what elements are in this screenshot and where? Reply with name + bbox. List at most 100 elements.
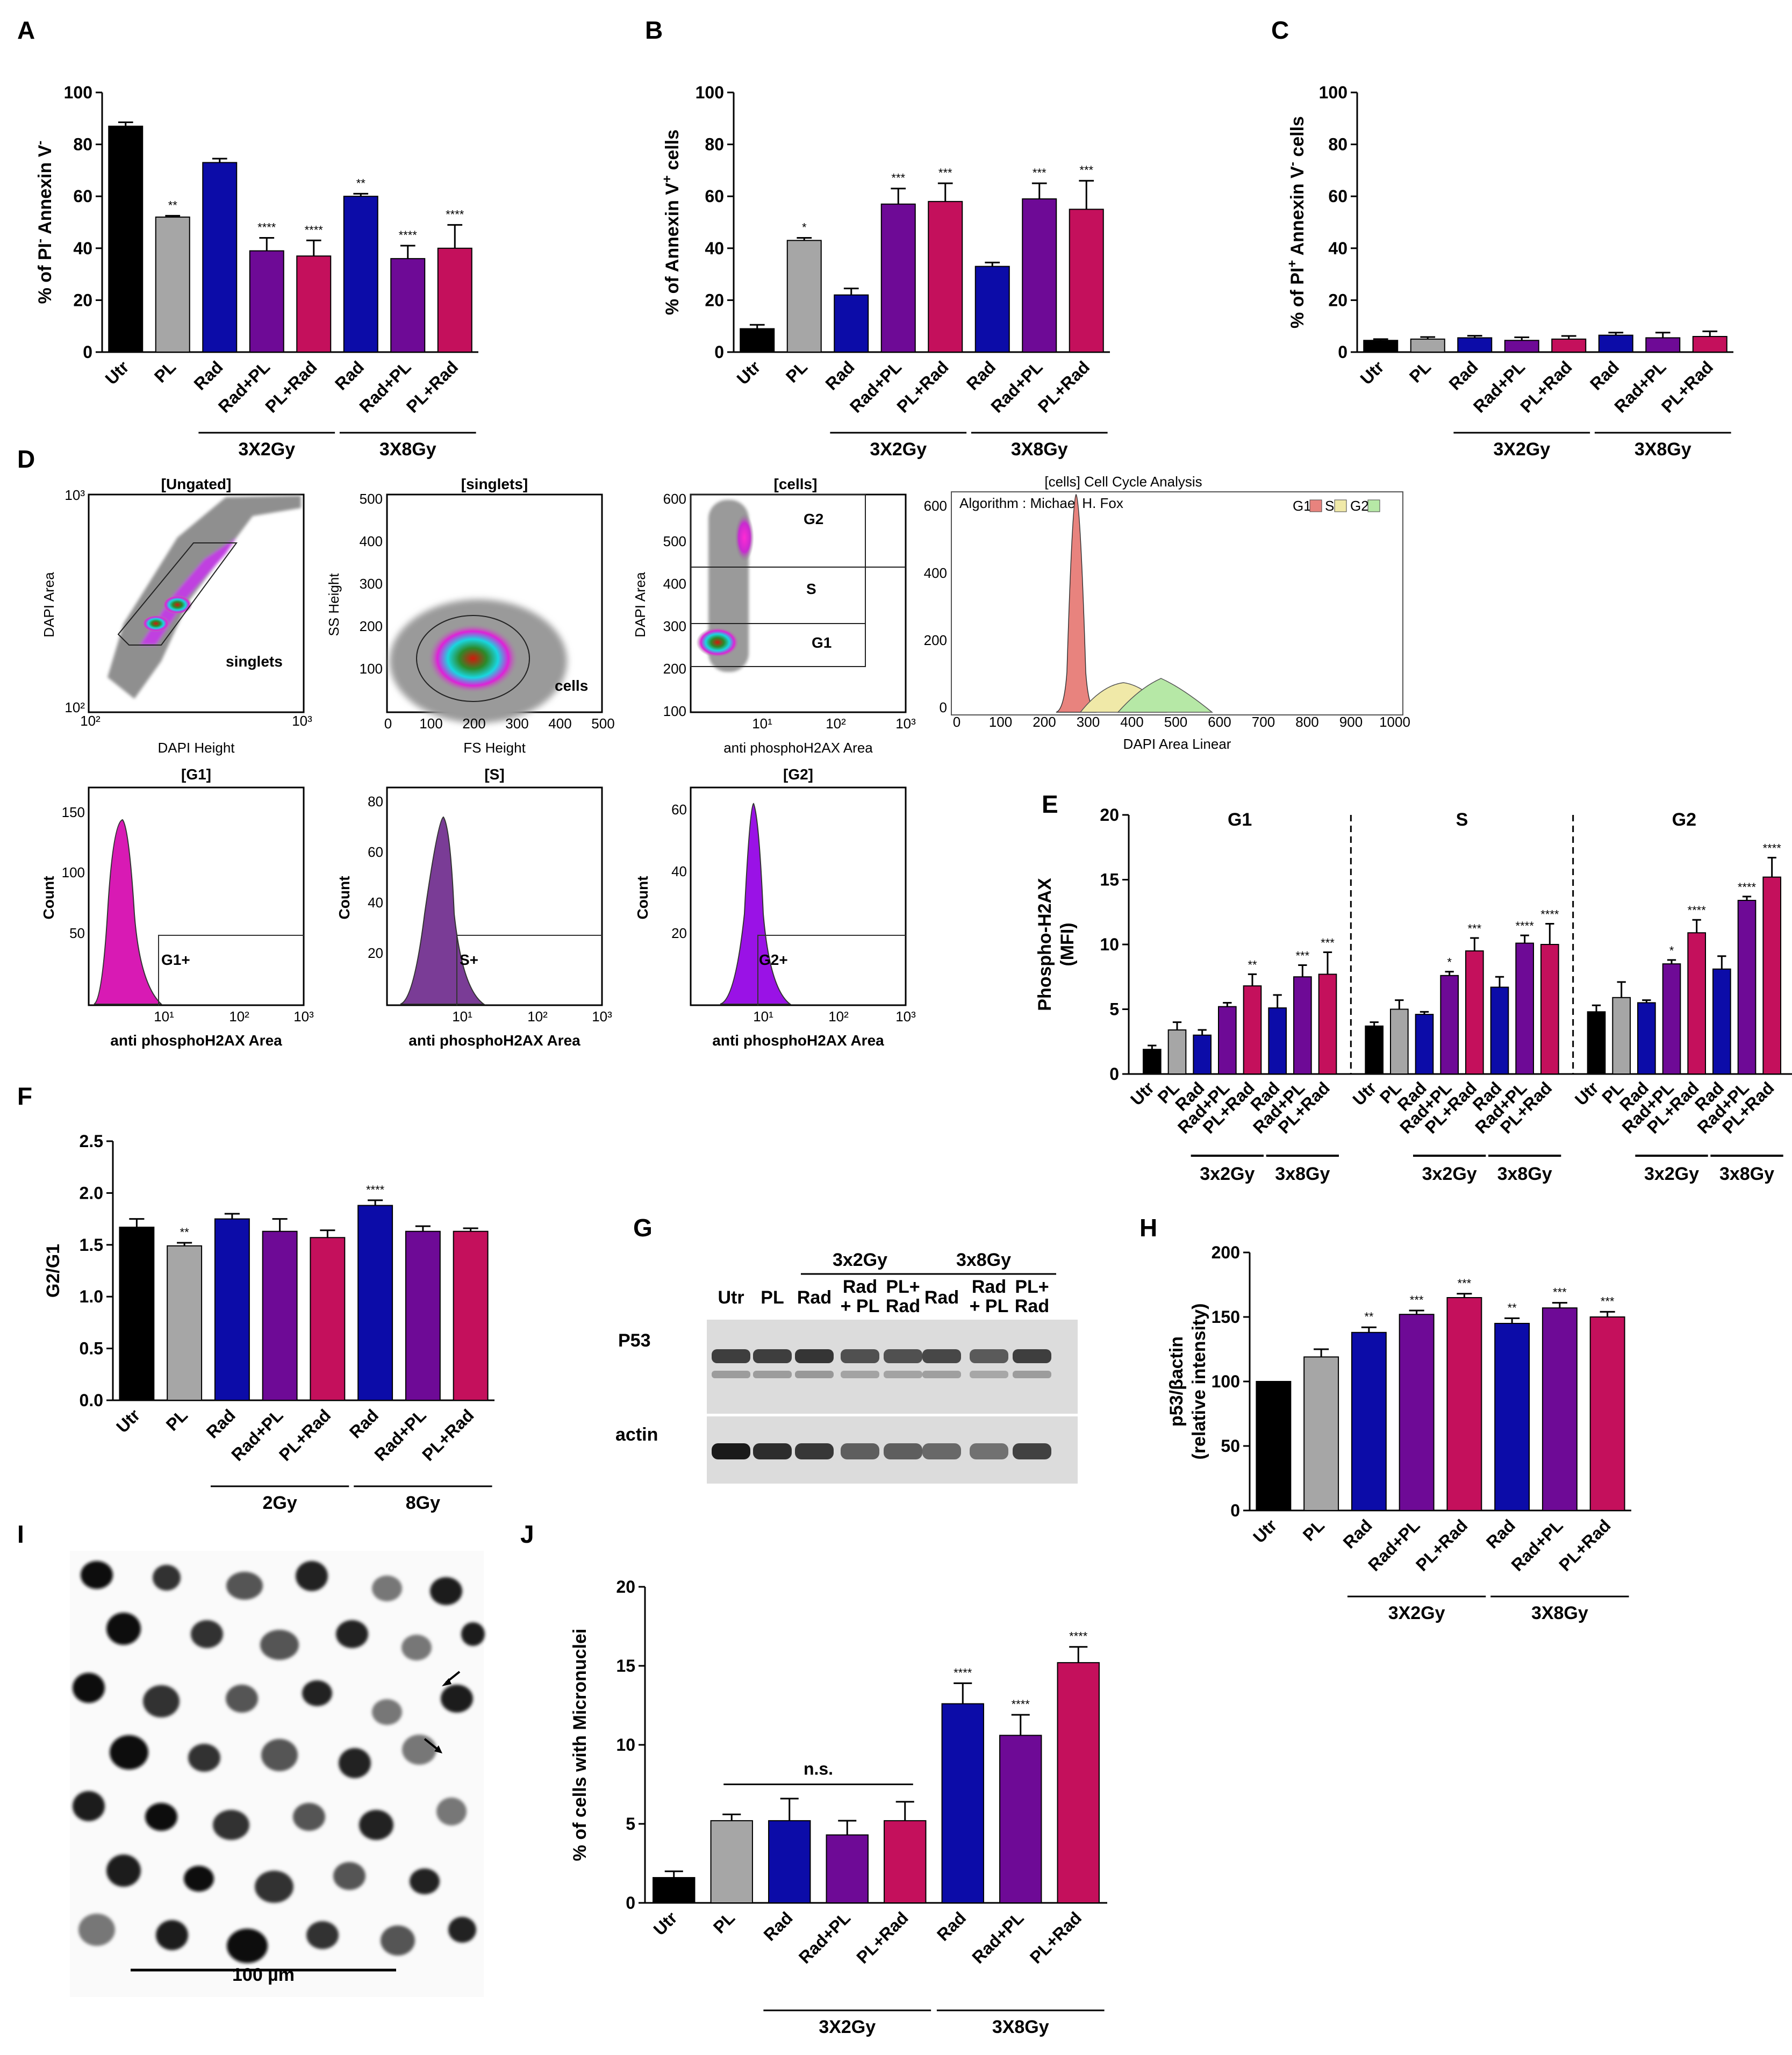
y-tick-label: 5: [1109, 1000, 1119, 1019]
nucleus: [448, 1917, 476, 1943]
category-label: PL: [709, 1908, 739, 1937]
plot-frame: [690, 786, 907, 1006]
plot-frame: [88, 493, 305, 713]
category-label: PL+Rad: [1026, 1908, 1085, 1967]
bar: [1351, 1331, 1387, 1512]
blot-band: [1013, 1349, 1051, 1363]
y-tick: 600: [663, 491, 686, 507]
bar: [1218, 1006, 1237, 1075]
category-label: Rad: [1586, 357, 1623, 393]
bar: [1598, 334, 1633, 353]
y-axis-label: % of cells with Micronuclei: [570, 1629, 590, 1861]
x-tick: 500: [591, 715, 614, 732]
category-label: Utr: [1249, 1515, 1280, 1546]
blot-band: [795, 1349, 834, 1363]
y-tick: 100: [663, 703, 686, 719]
bar: [710, 1820, 753, 1904]
histogram-fill: [94, 819, 163, 1005]
blot-lane-label: PL: [761, 1287, 784, 1308]
histogram-fill: [720, 803, 792, 1005]
y-tick: 300: [663, 618, 686, 634]
y-tick-label: 10: [616, 1735, 635, 1755]
significance-label: ****: [1069, 1630, 1088, 1643]
positive-gate: [158, 935, 304, 1005]
nucleus: [226, 1685, 258, 1713]
algorithm-label: Algorithm : Michael H. Fox: [959, 495, 1123, 511]
histogram-s: [S] S+ Count anti phosphoH2AX Area 80 60…: [336, 766, 612, 1049]
cell-cycle-plot: [cells] Cell Cycle Analysis Algorithm : …: [924, 474, 1410, 752]
y-axis-label: % of PI+ Annexin V- cells: [1285, 116, 1308, 328]
y-tick: 500: [360, 491, 383, 507]
group-label: 3X8Gy: [1635, 439, 1691, 460]
blot-lane-label: PL+: [1015, 1277, 1049, 1297]
y-axis-label: Phospho-H2AX: [1035, 878, 1055, 1011]
singlets-gate: [117, 542, 238, 646]
x-tick: 300: [1077, 714, 1100, 730]
nucleus: [461, 1622, 485, 1646]
blot-band: [712, 1371, 750, 1378]
category-label: PL: [150, 357, 180, 386]
blot-group-label: 3x2Gy: [833, 1250, 887, 1270]
x-tick: 700: [1252, 714, 1275, 730]
y-tick: 200: [924, 632, 947, 648]
category-label: PL: [1299, 1515, 1328, 1544]
x-tick: 10¹: [154, 1008, 174, 1025]
bar: [1365, 1025, 1384, 1075]
bar: [1540, 944, 1559, 1075]
y-tick: 200: [360, 618, 383, 634]
bar: [437, 247, 472, 353]
micrograph: 100 µm: [70, 1551, 485, 1997]
flow-title: [cells] Cell Cycle Analysis: [1044, 474, 1202, 490]
flow-title: [singlets]: [461, 476, 528, 492]
x-tick: 900: [1339, 714, 1363, 730]
y-tick-label: 1.5: [80, 1235, 103, 1255]
category-label: PL+Rad: [1555, 1515, 1614, 1574]
blot-group-label: 3x8Gy: [956, 1250, 1011, 1270]
arrow-icon: [442, 1678, 451, 1686]
group-label: 3X2Gy: [1493, 439, 1550, 460]
bar: [999, 1735, 1042, 1904]
panel-letter-e: E: [1042, 790, 1058, 818]
nucleus: [436, 1798, 467, 1825]
category-label: Rad+PL: [846, 357, 905, 416]
y-tick-label: 20: [705, 290, 724, 310]
y-axis-label: p53/βactin: [1166, 1336, 1187, 1427]
significance-label: *: [1669, 944, 1674, 957]
panel-letter-j: J: [520, 1520, 534, 1548]
significance-label: **: [180, 1226, 190, 1239]
significance-label: ****: [305, 223, 324, 237]
bar: [1410, 338, 1445, 353]
x-tick: 600: [1208, 714, 1231, 730]
x-tick: 10¹: [753, 1008, 773, 1025]
blot-band: [795, 1443, 834, 1459]
category-label: PL+Rad: [261, 357, 320, 416]
bar: [1193, 1034, 1212, 1075]
y-tick-label: 15: [616, 1656, 635, 1675]
x-tick: 200: [462, 715, 485, 732]
significance-label: ****: [366, 1183, 385, 1197]
category-label: PL+Rad: [1658, 357, 1717, 416]
nucleus: [255, 1871, 293, 1903]
significance-label: ****: [1012, 1698, 1030, 1711]
category-label: Rad: [821, 357, 858, 393]
density-hotspot: [427, 624, 519, 693]
blot-band: [884, 1371, 922, 1378]
y-tick: 500: [663, 533, 686, 549]
blot-lane-label: Rad: [924, 1287, 959, 1308]
bar: [1551, 338, 1587, 353]
bar: [1494, 1323, 1530, 1511]
blot-band: [753, 1371, 792, 1378]
category-label: PL+Rad: [403, 357, 462, 416]
blot-band: [841, 1443, 879, 1459]
x-tick: 300: [505, 715, 528, 732]
bar: [357, 1205, 393, 1401]
blot-band: [753, 1443, 792, 1459]
y-tick-label: 80: [73, 135, 92, 154]
category-label: Rad: [203, 1405, 239, 1442]
x-axis-label: DAPI Area Linear: [1123, 736, 1231, 752]
significance-label: ****: [1540, 907, 1559, 921]
bar: [1490, 986, 1509, 1075]
y-tick-label: 80: [705, 135, 724, 154]
bar: [1515, 942, 1534, 1075]
